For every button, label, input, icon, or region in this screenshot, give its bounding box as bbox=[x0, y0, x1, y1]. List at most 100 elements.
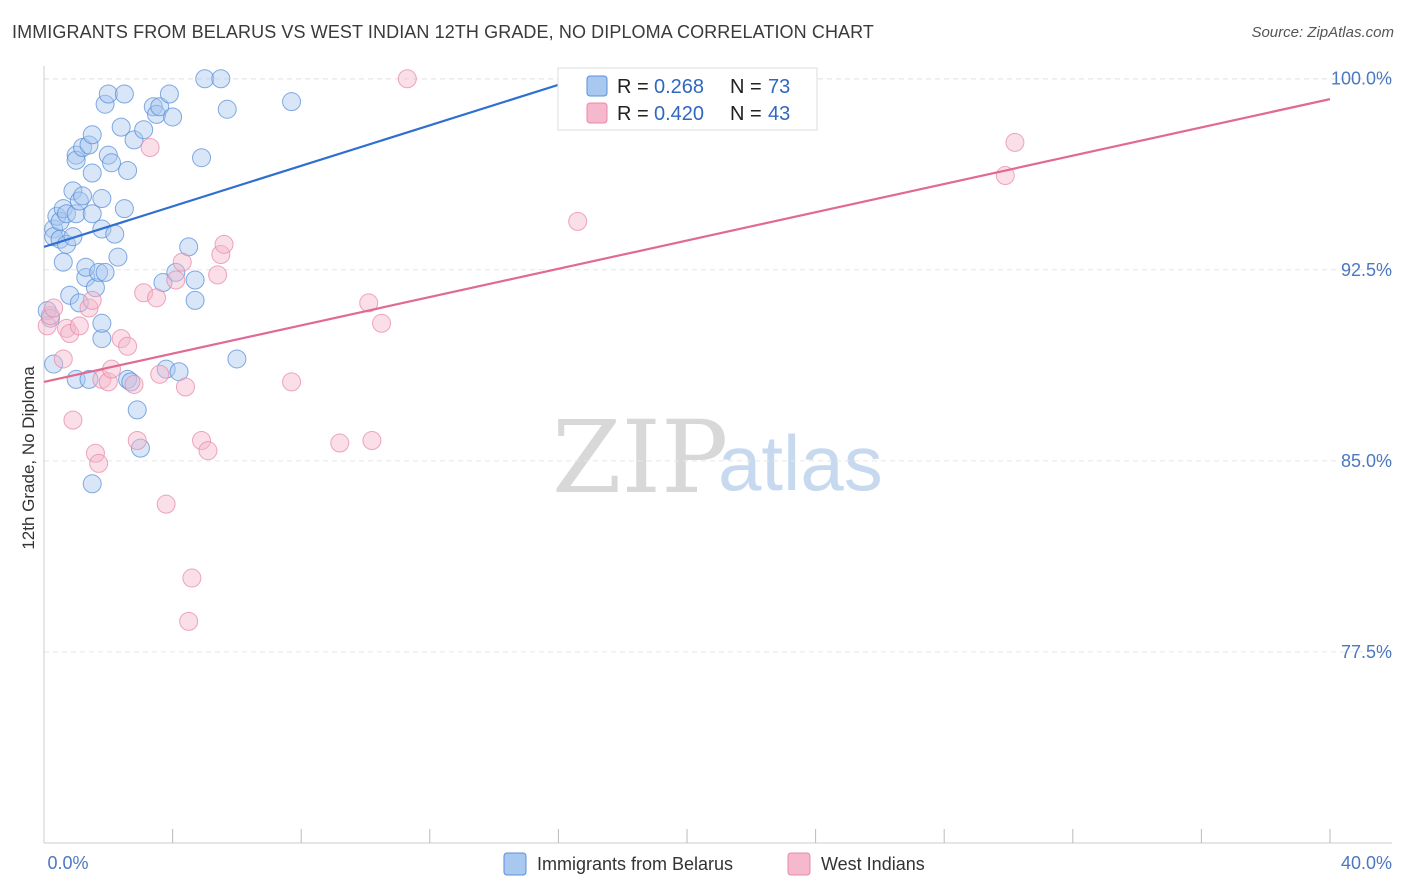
legend-n-value-belarus: 73 bbox=[768, 76, 790, 98]
data-point-belarus bbox=[121, 372, 141, 392]
data-point-belarus bbox=[44, 354, 64, 374]
data-point-belarus bbox=[118, 369, 138, 389]
correlation-legend: R = 0.268 N = 73 R = 0.420 N = 43 bbox=[557, 67, 818, 131]
data-point-westindian bbox=[330, 433, 350, 453]
y-tick-label: 85.0% bbox=[1341, 451, 1392, 471]
data-point-westindian bbox=[282, 372, 302, 392]
y-tick-label: 77.5% bbox=[1341, 642, 1392, 662]
data-point-westindian bbox=[182, 568, 202, 588]
y-tick-label: 92.5% bbox=[1341, 260, 1392, 280]
series-legend-swatch-belarus[interactable] bbox=[503, 852, 527, 876]
data-point-belarus bbox=[130, 438, 150, 458]
data-point-westindian bbox=[175, 377, 195, 397]
legend-n-label-belarus: N = bbox=[730, 76, 762, 98]
data-point-westindian bbox=[1005, 132, 1025, 152]
legend-r-label-belarus: R = bbox=[617, 76, 649, 98]
data-point-westindian bbox=[150, 364, 170, 384]
data-point-belarus bbox=[82, 163, 102, 183]
data-point-belarus bbox=[124, 130, 144, 150]
data-point-belarus bbox=[82, 125, 102, 145]
series-legend-label-belarus[interactable]: Immigrants from Belarus bbox=[537, 854, 733, 874]
data-point-westindian bbox=[172, 252, 192, 272]
legend-n-value-westindian: 43 bbox=[768, 103, 790, 125]
data-point-belarus bbox=[44, 219, 64, 239]
legend-r-value-westindian: 0.420 bbox=[654, 103, 704, 125]
data-point-belarus bbox=[282, 92, 302, 112]
series-legend[interactable]: Immigrants from Belarus West Indians bbox=[503, 852, 925, 876]
legend-swatch-belarus bbox=[586, 75, 608, 97]
data-point-westindian bbox=[69, 316, 89, 336]
data-point-belarus bbox=[92, 313, 112, 333]
data-point-belarus bbox=[192, 148, 212, 168]
data-point-westindian bbox=[147, 288, 167, 308]
data-point-belarus bbox=[92, 188, 112, 208]
data-point-belarus bbox=[53, 252, 73, 272]
data-point-belarus bbox=[66, 145, 86, 165]
legend-r-label-westindian: R = bbox=[617, 103, 649, 125]
data-point-westindian bbox=[37, 316, 57, 336]
legend-r-value-belarus: 0.268 bbox=[654, 76, 704, 98]
series-legend-swatch-westindian[interactable] bbox=[787, 852, 811, 876]
data-point-belarus bbox=[217, 99, 237, 119]
y-tick-label: 100.0% bbox=[1331, 69, 1392, 89]
data-point-belarus bbox=[57, 234, 77, 254]
data-point-belarus bbox=[92, 329, 112, 349]
data-point-westindian bbox=[166, 270, 186, 290]
data-point-belarus bbox=[82, 474, 102, 494]
data-point-westindian bbox=[134, 283, 154, 303]
data-point-belarus bbox=[66, 204, 86, 224]
data-point-westindian bbox=[98, 372, 118, 392]
data-point-belarus bbox=[143, 97, 163, 117]
data-point-westindian bbox=[359, 293, 379, 313]
data-point-belarus bbox=[118, 160, 138, 180]
data-point-belarus bbox=[147, 104, 167, 124]
data-point-belarus bbox=[185, 270, 205, 290]
data-point-belarus bbox=[76, 257, 96, 277]
trend-line-westindian bbox=[43, 98, 1331, 383]
data-points bbox=[37, 69, 1025, 631]
data-point-belarus bbox=[105, 224, 125, 244]
data-point-belarus bbox=[127, 400, 147, 420]
data-point-belarus bbox=[76, 267, 96, 287]
grid-lines bbox=[44, 78, 1392, 653]
data-point-belarus bbox=[73, 186, 93, 206]
watermark-atlas: atlas bbox=[718, 419, 883, 507]
series-legend-label-westindian[interactable]: West Indians bbox=[821, 854, 925, 874]
data-point-belarus bbox=[195, 69, 215, 89]
data-point-westindian bbox=[568, 211, 588, 231]
legend-swatch-westindian bbox=[586, 102, 608, 124]
data-point-belarus bbox=[159, 84, 179, 104]
data-point-westindian bbox=[211, 245, 231, 265]
data-point-westindian bbox=[397, 69, 417, 89]
chart-title: IMMIGRANTS FROM BELARUS VS WEST INDIAN 1… bbox=[12, 22, 875, 42]
data-point-westindian bbox=[372, 313, 392, 333]
data-point-westindian bbox=[214, 234, 234, 254]
data-point-belarus bbox=[79, 135, 99, 155]
data-point-belarus bbox=[150, 97, 170, 117]
tick-labels: 77.5% 85.0% 92.5% 100.0% 0.0% 40.0% bbox=[47, 69, 1392, 873]
data-point-belarus bbox=[102, 153, 122, 173]
data-point-westindian bbox=[111, 329, 131, 349]
data-point-westindian bbox=[79, 298, 99, 318]
data-point-belarus bbox=[63, 181, 83, 201]
data-point-belarus bbox=[211, 69, 231, 89]
data-point-westindian bbox=[127, 430, 147, 450]
data-point-belarus bbox=[114, 199, 134, 219]
data-point-westindian bbox=[179, 611, 199, 631]
data-point-belarus bbox=[98, 145, 118, 165]
data-point-belarus bbox=[53, 199, 73, 219]
data-point-belarus bbox=[134, 120, 154, 140]
data-point-westindian bbox=[40, 306, 60, 326]
data-point-belarus bbox=[89, 262, 109, 282]
x-tick-label-max: 40.0% bbox=[1341, 853, 1392, 873]
legend-n-label-westindian: N = bbox=[730, 103, 762, 125]
data-point-belarus bbox=[82, 204, 102, 224]
data-point-westindian bbox=[53, 349, 73, 369]
data-point-westindian bbox=[156, 494, 176, 514]
data-point-belarus bbox=[66, 150, 86, 170]
data-point-belarus bbox=[108, 247, 128, 267]
trend-lines bbox=[43, 77, 1331, 383]
data-point-belarus bbox=[114, 84, 134, 104]
data-point-westindian bbox=[85, 443, 105, 463]
